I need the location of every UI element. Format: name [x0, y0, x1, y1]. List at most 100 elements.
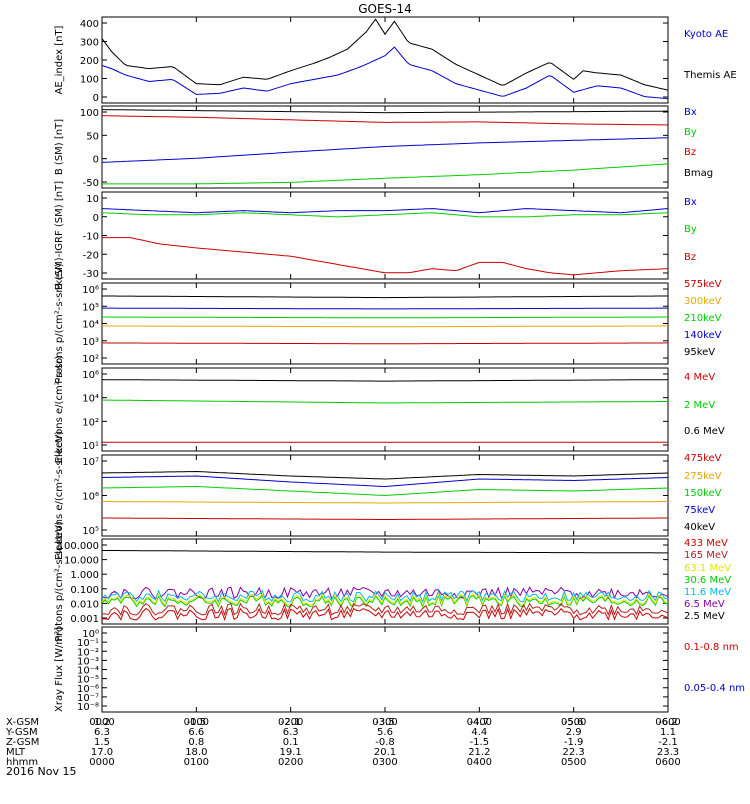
y-tick-label: 10² [82, 354, 99, 365]
legend-label: 0.05-0.4 nm [684, 683, 745, 694]
legend-label: 95keV [684, 347, 715, 358]
series-group [102, 208, 668, 276]
orbit-value: 6.6 [188, 727, 204, 738]
legend-label: 275keV [684, 471, 722, 482]
orbit-value: 0000 [89, 757, 114, 768]
y-tick-label: 0 [93, 155, 99, 166]
orbit-value: -4.7 [470, 717, 490, 728]
panel-7: 100.000 10.000 1.000 0.100 0.010 0.001 Protons… [54, 521, 731, 642]
legend-label: Bz [684, 252, 696, 263]
orbit-value: 0300 [372, 757, 397, 768]
y-tick-label: 10⁶ [82, 285, 99, 296]
series-line [102, 18, 668, 91]
series-line [102, 607, 668, 622]
y-tick-label: 10⁻¹ [77, 638, 99, 649]
orbit-value: 0500 [561, 757, 586, 768]
legend-label: 0.1-0.8 nm [684, 642, 739, 653]
orbit-value: 0100 [184, 757, 209, 768]
orbit-value: 22.3 [563, 747, 585, 758]
y-axis-label: Electrons e/(cm²-s-sr) [54, 356, 65, 464]
orbit-value: 18.0 [185, 747, 207, 758]
y-tick-label: 300 [80, 38, 99, 49]
orbit-value: -3.5 [375, 717, 395, 728]
legend-label: Themis AE [683, 70, 737, 81]
y-axis-label: Protons p/(cm²-s-sr-keV) [54, 521, 65, 642]
orbit-value: 6.3 [283, 727, 299, 738]
panel-6: 10⁷ 10⁶ 10⁵ Electrons e/(cm²-s-sr-keV) 475ke… [54, 431, 722, 560]
orbit-value: -0.5 [187, 717, 207, 728]
legend-label: 575keV [684, 279, 722, 290]
y-axis-label: AE_index [nT] [54, 25, 65, 94]
series-group [102, 549, 668, 622]
orbit-value: 1.1 [660, 727, 676, 738]
y-tick-label: 10⁻⁷ [77, 693, 99, 704]
legend-label: 75keV [684, 505, 715, 516]
legend-label: 63.1 MeV [684, 563, 731, 574]
orbit-row-label: MLT [6, 747, 26, 758]
y-tick-label: 10⁵ [82, 302, 99, 313]
series-line [102, 399, 668, 404]
y-tick-label: 10⁶ [82, 492, 99, 503]
legend-label: 150keV [684, 488, 722, 499]
y-tick-label: 10⁻³ [77, 656, 99, 667]
legend-label: Bx [684, 107, 697, 118]
x-tick-label: 0500 [561, 717, 586, 728]
x-tick-label: 0000 [89, 717, 114, 728]
legend-label: 140keV [684, 330, 722, 341]
legend-label: 30.6 MeV [684, 575, 731, 586]
series-line [102, 325, 668, 328]
series-line [102, 237, 668, 276]
panel-frame [101, 282, 669, 365]
panel-1: 400 300 200 100 0 AE_index [nT] Kyoto AE Themis… [54, 16, 737, 104]
x-tick-label: 0600 [655, 717, 680, 728]
orbit-value: -5.6 [564, 717, 584, 728]
orbit-value: 1.2 [94, 717, 110, 728]
legend-label: 2.5 MeV [684, 611, 725, 622]
y-tick-label: 10⁵ [82, 526, 99, 537]
panel-frame [101, 626, 669, 713]
orbit-value: 0.8 [188, 737, 204, 748]
y-tick-label: 10⁻⁸ [77, 702, 99, 713]
y-axis-label: B (SM)-IGRF (SM) [nT] [54, 181, 65, 290]
series-line [102, 475, 668, 488]
x-tick-label: 0200 [278, 717, 303, 728]
date-label: 2016 Nov 15 [6, 765, 76, 778]
y-tick-label: 0.010 [70, 599, 99, 610]
legend-label: 4 MeV [684, 372, 715, 383]
series-line [102, 163, 668, 185]
y-tick-label: 400 [80, 19, 99, 30]
legend-label: 2 MeV [684, 400, 715, 411]
series-line [102, 602, 668, 617]
legend-label: By [684, 127, 697, 138]
orbit-value: 0600 [655, 757, 680, 768]
y-tick-label: 10⁻⁵ [77, 675, 99, 686]
orbit-row-label: Z-GSM [6, 737, 39, 748]
panel-2: 100 50 0 -50 B (SM) [nT] Bx By Bz Bmag [54, 105, 713, 189]
legend-label: 300keV [684, 296, 722, 307]
orbit-table: 0000 0100 0200 0300 0400 0500 0600 X-GSM 1.2 -0.5… [5, 717, 681, 768]
orbit-value: 21.2 [468, 747, 490, 758]
orbit-value: -2.1 [658, 737, 678, 748]
orbit-value: -6.2 [658, 717, 678, 728]
y-axis-label: Xray Flux [W/m²] [54, 627, 65, 712]
series-line [102, 549, 668, 554]
legend-label: 6.5 MeV [684, 599, 725, 610]
orbit-value: 2.9 [566, 727, 582, 738]
y-axis-label: B (SM) [nT] [54, 119, 65, 175]
x-tick-label: 0100 [184, 717, 209, 728]
y-tick-label: 10² [82, 417, 99, 428]
orbit-value: 6.3 [94, 727, 110, 738]
orbit-value: 23.3 [657, 747, 679, 758]
orbit-value: 4.4 [471, 727, 487, 738]
series-line [102, 212, 668, 218]
legend-label: 165 MeV [684, 550, 728, 561]
y-tick-label: 10⁷ [82, 457, 99, 468]
plot-title: GOES-14 [358, 2, 412, 16]
y-tick-label: 200 [80, 56, 99, 67]
panel-4: 10⁶ 10⁵ 10⁴ 10³ 10² Protons p/(cm²-s-sr-keV) 5… [54, 263, 722, 384]
y-axis-label: Electrons e/(cm²-s-sr-keV) [54, 431, 65, 560]
legend-label: 40keV [684, 522, 715, 533]
y-tick-label: 10³ [82, 337, 99, 348]
